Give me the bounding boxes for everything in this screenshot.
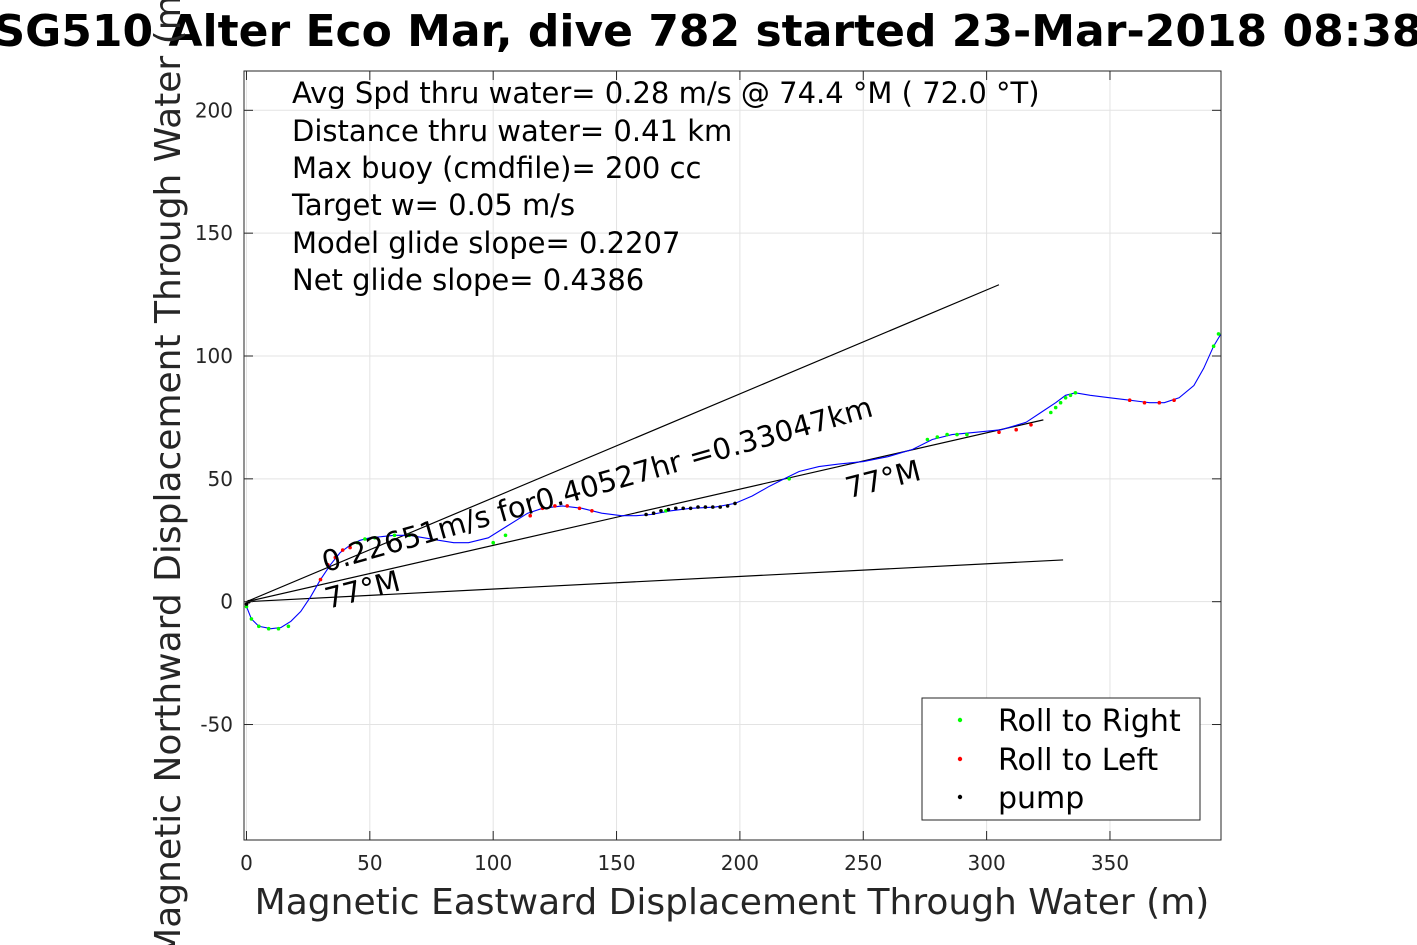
legend-marker-roll-right bbox=[957, 717, 963, 723]
pump-marker bbox=[666, 507, 671, 512]
pump-marker bbox=[674, 506, 678, 511]
roll-right-marker bbox=[1073, 391, 1078, 395]
roll-left-marker bbox=[540, 506, 545, 511]
pump-marker bbox=[703, 505, 708, 509]
roll-right-marker bbox=[1058, 400, 1063, 405]
roll-left-marker bbox=[1014, 427, 1018, 432]
roll-right-marker bbox=[276, 626, 281, 631]
ticks: 0 50 100 150 200 250 300 350 -50 0 50 100 150 200 bbox=[195, 71, 1221, 875]
roll-left-marker bbox=[333, 555, 338, 560]
reference-line bbox=[246, 284, 1000, 603]
pump-marker bbox=[644, 512, 648, 517]
pump-marker bbox=[651, 511, 656, 515]
info-target-w: Target w= 0.05 m/s bbox=[291, 188, 575, 222]
y-tick-label: 200 bbox=[195, 98, 233, 122]
roll-right-marker bbox=[257, 624, 261, 629]
x-tick-label: 250 bbox=[844, 851, 882, 875]
roll-left-marker bbox=[1142, 400, 1147, 405]
pump-marker bbox=[688, 506, 693, 511]
x-tick-label: 350 bbox=[1091, 851, 1129, 875]
x-tick-label: 150 bbox=[597, 851, 635, 875]
legend-label-pump: pump bbox=[998, 781, 1084, 816]
info-avg-speed: Avg Spd thru water= 0.28 m/s @ 74.4 °M (… bbox=[292, 76, 1040, 110]
info-distance: Distance thru water= 0.41 km bbox=[292, 114, 732, 148]
x-tick-label: 300 bbox=[968, 851, 1006, 875]
roll-right-marker bbox=[1053, 405, 1058, 410]
roll-right-marker bbox=[392, 533, 397, 538]
roll-right-marker bbox=[363, 537, 367, 541]
pump-marker bbox=[681, 506, 685, 511]
x-axis-label: Magnetic Eastward Displacement Through W… bbox=[255, 882, 1210, 923]
legend-marker-roll-left bbox=[957, 756, 963, 762]
roll-left-marker bbox=[340, 548, 345, 552]
pump-marker bbox=[696, 505, 700, 509]
roll-right-marker bbox=[787, 477, 791, 481]
info-box: Avg Spd thru water= 0.28 m/s @ 74.4 °M (… bbox=[291, 76, 1040, 297]
legend: Roll to Right Roll to Left pump bbox=[921, 697, 1201, 821]
roll-left-marker bbox=[318, 577, 323, 582]
y-tick-label: 50 bbox=[208, 467, 233, 491]
info-model-glide-slope: Model glide slope= 0.2207 bbox=[292, 226, 680, 260]
roll-right-marker bbox=[925, 437, 930, 442]
y-axis-label: Magnetic Northward Displacement Through … bbox=[148, 0, 189, 945]
roll-left-marker bbox=[997, 430, 1001, 435]
data-markers bbox=[244, 332, 1221, 631]
roll-left-marker bbox=[348, 545, 352, 550]
legend-marker-pump bbox=[957, 794, 963, 800]
roll-right-marker bbox=[355, 540, 360, 545]
roll-left-marker bbox=[577, 506, 582, 511]
roll-right-marker bbox=[244, 604, 249, 609]
legend-box bbox=[921, 697, 1201, 821]
info-net-glide-slope: Net glide slope= 0.4386 bbox=[292, 263, 644, 297]
roll-right-marker bbox=[1063, 396, 1068, 400]
roll-right-marker bbox=[965, 432, 969, 437]
roll-right-marker bbox=[935, 435, 940, 439]
pump-marker bbox=[244, 602, 249, 606]
roll-right-marker bbox=[945, 432, 949, 437]
axes-box bbox=[243, 70, 1222, 841]
roll-left-marker bbox=[1172, 398, 1176, 403]
pump-marker bbox=[718, 505, 722, 509]
roll-right-marker bbox=[407, 533, 412, 538]
legend-label-roll-left: Roll to Left bbox=[998, 743, 1158, 778]
chart-title: SG510 Alter Eco Mar, dive 782 started 23… bbox=[0, 6, 1417, 57]
roll-left-marker bbox=[1127, 398, 1132, 403]
roll-left-marker bbox=[1029, 423, 1033, 427]
roll-right-marker bbox=[1049, 410, 1053, 415]
roll-right-marker bbox=[491, 540, 496, 545]
pump-marker bbox=[659, 509, 663, 513]
reference-line bbox=[246, 559, 1064, 603]
x-tick-label: 100 bbox=[474, 851, 512, 875]
roll-left-marker bbox=[326, 563, 330, 567]
roll-left-marker bbox=[528, 513, 532, 518]
x-tick-label: 50 bbox=[357, 851, 382, 875]
roll-left-marker bbox=[590, 509, 594, 513]
roll-right-marker bbox=[1216, 332, 1221, 336]
roll-left-marker bbox=[565, 504, 569, 508]
roll-right-marker bbox=[1068, 393, 1073, 398]
y-tick-label: -50 bbox=[200, 713, 233, 737]
y-tick-label: 150 bbox=[195, 221, 233, 245]
roll-left-marker bbox=[1157, 400, 1162, 405]
x-tick-label: 0 bbox=[240, 851, 253, 875]
roll-right-marker bbox=[373, 536, 377, 540]
roll-right-marker bbox=[249, 617, 254, 621]
legend-label-roll-right: Roll to Right bbox=[998, 704, 1181, 739]
info-max-buoy: Max buoy (cmdfile)= 200 cc bbox=[292, 151, 701, 185]
roll-right-marker bbox=[286, 624, 291, 629]
x-tick-label: 200 bbox=[721, 851, 759, 875]
y-tick-label: 100 bbox=[195, 344, 233, 368]
pump-marker bbox=[725, 504, 730, 508]
pump-marker bbox=[733, 501, 737, 506]
roll-right-marker bbox=[955, 432, 959, 437]
roll-right-marker bbox=[1211, 344, 1216, 349]
pump-marker bbox=[711, 505, 715, 509]
y-tick-label: 0 bbox=[220, 590, 233, 614]
roll-left-marker bbox=[553, 504, 557, 508]
roll-right-marker bbox=[266, 626, 271, 631]
roll-right-marker bbox=[503, 533, 508, 538]
